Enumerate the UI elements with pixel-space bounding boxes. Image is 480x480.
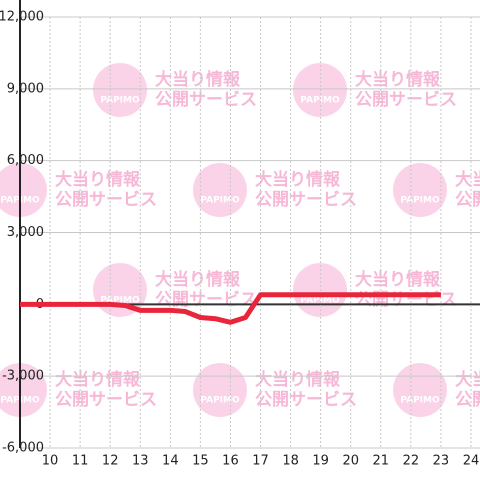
watermark-text: 公開サービス — [355, 90, 457, 110]
watermark-logo-text: PAPIMO — [400, 396, 440, 406]
x-tick-label: 20 — [342, 454, 359, 469]
watermark-text: 大当り情報 — [55, 169, 141, 190]
watermark-logo — [293, 63, 347, 117]
watermark-logo — [393, 363, 447, 417]
watermark-text: 公開サービス — [155, 90, 257, 110]
x-tick-label: 24 — [463, 454, 480, 469]
watermark-text: 大当り情報 — [455, 369, 480, 390]
watermark-text: 公開サービス — [55, 190, 157, 210]
watermark-logo-text: PAPIMO — [200, 396, 240, 406]
watermark-logo-text: PAPIMO — [300, 296, 340, 306]
watermark-text: 公開サービス — [455, 390, 480, 410]
watermark-logo — [0, 163, 47, 217]
watermark-text: 公開サービス — [255, 190, 357, 210]
watermark-text: 大当り情報 — [455, 169, 480, 190]
x-tick-label: 17 — [252, 454, 269, 469]
x-tick-label: 19 — [312, 454, 329, 469]
x-tick-label: 16 — [222, 454, 239, 469]
watermark-logo — [293, 263, 347, 317]
data-line — [20, 292, 441, 325]
watermark-text: 大当り情報 — [355, 269, 441, 290]
x-tick-label: 23 — [433, 454, 450, 469]
y-tick-label: -6,000 — [2, 441, 44, 456]
y-tick-label: 6,000 — [7, 153, 44, 168]
watermark-text: 大当り情報 — [155, 269, 241, 290]
watermark-logo-text: PAPIMO — [300, 96, 340, 106]
watermark-text: 公開サービス — [55, 390, 157, 410]
watermark-logo-text: PAPIMO — [400, 196, 440, 206]
watermark-logo-text: PAPIMO — [200, 196, 240, 206]
x-tick-label: 11 — [72, 454, 89, 469]
watermark-text: 大当り情報 — [155, 69, 241, 90]
watermark-text: 大当り情報 — [255, 169, 341, 190]
watermark-logo — [93, 63, 147, 117]
watermark-text: 公開サービス — [255, 390, 357, 410]
watermark-text: 大当り情報 — [355, 69, 441, 90]
watermark-logo — [193, 363, 247, 417]
watermark-logo-text: PAPIMO — [100, 96, 140, 106]
watermark-text: 公開サービス — [455, 190, 480, 210]
x-tick-label: 12 — [102, 454, 119, 469]
y-tick-label: 3,000 — [7, 225, 44, 240]
watermark-logo-text: PAPIMO — [100, 296, 140, 306]
watermark-text: 大当り情報 — [55, 369, 141, 390]
x-tick-label: 15 — [192, 454, 209, 469]
x-tick-label: 18 — [282, 454, 299, 469]
y-tick-label: -3,000 — [2, 369, 44, 384]
x-tick-label: 10 — [42, 454, 59, 469]
watermark-text: 大当り情報 — [255, 369, 341, 390]
x-tick-label: 22 — [403, 454, 420, 469]
y-tick-label: 9,000 — [7, 81, 44, 96]
y-tick-label: 12,000 — [0, 10, 44, 25]
x-tick-label: 14 — [162, 454, 179, 469]
watermark-logo — [193, 163, 247, 217]
x-tick-label: 21 — [373, 454, 390, 469]
watermark-logo — [393, 163, 447, 217]
x-tick-label: 13 — [132, 454, 149, 469]
